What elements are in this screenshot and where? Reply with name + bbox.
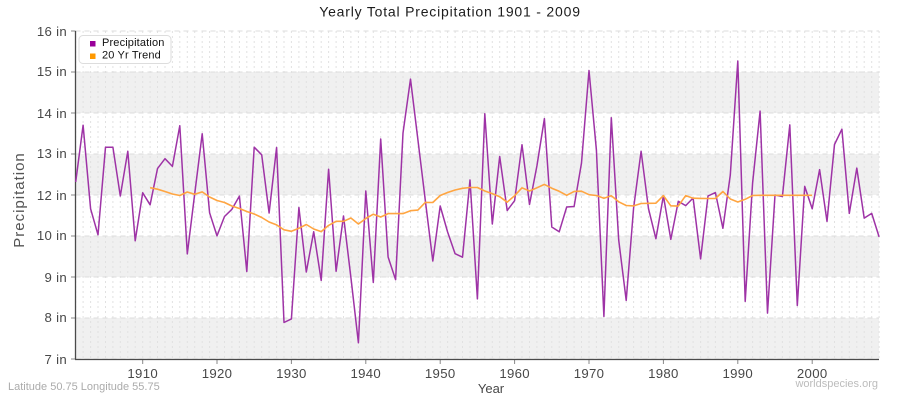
svg-text:7 in: 7 in	[45, 352, 67, 367]
svg-text:1970: 1970	[574, 366, 605, 381]
svg-text:10 in: 10 in	[37, 228, 67, 243]
svg-text:12 in: 12 in	[37, 188, 67, 203]
svg-text:Year: Year	[478, 381, 505, 396]
svg-text:1920: 1920	[202, 366, 233, 381]
svg-text:1950: 1950	[425, 366, 456, 381]
svg-text:1990: 1990	[723, 366, 754, 381]
svg-text:8 in: 8 in	[45, 310, 67, 325]
svg-text:Precipitation: Precipitation	[102, 37, 164, 49]
svg-text:14 in: 14 in	[37, 106, 67, 121]
svg-text:Yearly Total Precipitation 190: Yearly Total Precipitation 1901 - 2009	[319, 4, 581, 20]
svg-text:1980: 1980	[648, 366, 679, 381]
svg-text:13 in: 13 in	[37, 146, 67, 161]
svg-text:16 in: 16 in	[37, 24, 67, 39]
svg-text:2000: 2000	[797, 366, 828, 381]
svg-text:15 in: 15 in	[37, 64, 67, 79]
svg-text:worldspecies.org: worldspecies.org	[794, 378, 878, 390]
svg-text:1930: 1930	[276, 366, 307, 381]
svg-text:1940: 1940	[351, 366, 382, 381]
svg-text:9 in: 9 in	[45, 270, 67, 285]
svg-text:1910: 1910	[127, 366, 158, 381]
svg-text:Precipitation: Precipitation	[11, 152, 28, 248]
svg-text:Latitude 50.75 Longitude 55.75: Latitude 50.75 Longitude 55.75	[8, 381, 160, 393]
svg-text:20 Yr Trend: 20 Yr Trend	[102, 50, 161, 62]
svg-text:1960: 1960	[499, 366, 530, 381]
